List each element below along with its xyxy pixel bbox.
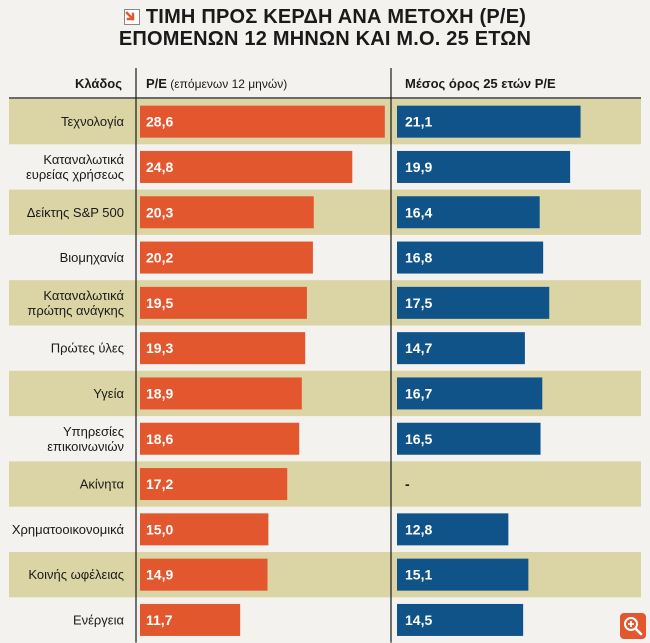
category-label: Πρώτες ύλες (51, 341, 124, 356)
category-label: πρώτης ανάγκης (27, 303, 124, 318)
arrow-badge-icon (123, 9, 140, 25)
pe-bar (140, 468, 288, 501)
row-band (9, 552, 641, 598)
header-pe: P/E (επόμενων 12 μηνών) (146, 76, 287, 91)
avg-value-label: 17,5 (405, 295, 432, 311)
avg-bar (397, 196, 540, 229)
pe-bar (140, 150, 353, 183)
category-label: Υπηρεσίες (63, 424, 124, 439)
pe-bar (140, 513, 269, 546)
pe-value-label: 20,3 (146, 204, 173, 220)
category-label: Τεχνολογία (61, 114, 125, 129)
category-label: Βιομηχανία (60, 250, 125, 265)
category-label: Ενέργεια (73, 612, 125, 627)
pe-bar (140, 105, 385, 138)
category-label: Καταναλωτικά (43, 152, 124, 167)
pe-bar (140, 377, 302, 410)
pe-value-label: 14,9 (146, 567, 173, 583)
avg-value-label: 16,7 (405, 385, 432, 401)
category-label: Δείκτης S&P 500 (27, 205, 124, 220)
avg-value-label: 15,1 (405, 567, 432, 583)
pe-bar (140, 603, 241, 636)
avg-value-label: 14,5 (405, 612, 432, 628)
category-label: Καταναλωτικά (43, 288, 124, 303)
avg-bar (397, 513, 509, 546)
pe-bar (140, 196, 314, 229)
avg-value-label: 16,4 (405, 204, 432, 220)
avg-value-label: 16,5 (405, 431, 432, 447)
avg-bar (397, 422, 541, 455)
pe-value-label: 18,6 (146, 431, 173, 447)
avg-bar (397, 332, 525, 365)
pe-bar (140, 422, 300, 455)
pe-value-label: 18,9 (146, 385, 173, 401)
pe-value-label: 17,2 (146, 476, 173, 492)
avg-value-label: - (405, 476, 410, 492)
pe-value-label: 19,3 (146, 340, 173, 356)
avg-bar (397, 377, 543, 410)
avg-value-label: 12,8 (405, 521, 432, 537)
category-label: επικοινωνιών (47, 439, 124, 454)
pe-value-label: 15,0 (146, 521, 173, 537)
avg-bar (397, 241, 544, 274)
avg-value-label: 19,9 (405, 159, 432, 175)
pe-value-label: 28,6 (146, 114, 173, 130)
pe-value-label: 19,5 (146, 295, 173, 311)
pe-bar (140, 286, 307, 319)
header-category: Κλάδος (75, 76, 122, 91)
header-avg: Μέσος όρος 25 ετών P/E (405, 76, 556, 91)
avg-bar (397, 558, 529, 591)
pe-value-label: 11,7 (146, 612, 173, 628)
category-label: ευρείας χρήσεως (26, 167, 124, 182)
avg-value-label: 14,7 (405, 340, 432, 356)
chart-title: ΤΙΜΗ ΠΡΟΣ ΚΕΡΔΗ ΑΝΑ ΜΕΤΟΧΗ (P/E) ΕΠΟΜΕΝΩ… (0, 6, 650, 50)
avg-bar (397, 105, 581, 138)
pe-bar (140, 241, 313, 274)
avg-bar (397, 286, 550, 319)
zoom-icon[interactable] (620, 613, 646, 639)
category-label: Χρηματοοικονομικά (12, 522, 125, 537)
pe-value-label: 20,2 (146, 250, 173, 266)
title-line-2: ΕΠΟΜΕΝΩΝ 12 ΜΗΝΩΝ ΚΑΙ Μ.Ο. 25 ΕΤΩΝ (118, 28, 532, 50)
pe-bar (140, 332, 306, 365)
avg-bar (397, 603, 524, 636)
row-band (9, 461, 641, 507)
category-label: Υγεία (93, 386, 124, 401)
title-line-1: ΤΙΜΗ ΠΡΟΣ ΚΕΡΔΗ ΑΝΑ ΜΕΤΟΧΗ (P/E) (0, 6, 650, 28)
avg-value-label: 21,1 (405, 114, 432, 130)
avg-bar (397, 150, 571, 183)
pe-value-label: 24,8 (146, 159, 173, 175)
category-label: Κοινής ωφέλειας (28, 567, 124, 582)
avg-value-label: 16,8 (405, 250, 432, 266)
category-label: Ακίνητα (80, 477, 125, 492)
pe-bar (140, 558, 268, 591)
title-line-1-text: ΤΙΜΗ ΠΡΟΣ ΚΕΡΔΗ ΑΝΑ ΜΕΤΟΧΗ (P/E) (145, 6, 527, 28)
